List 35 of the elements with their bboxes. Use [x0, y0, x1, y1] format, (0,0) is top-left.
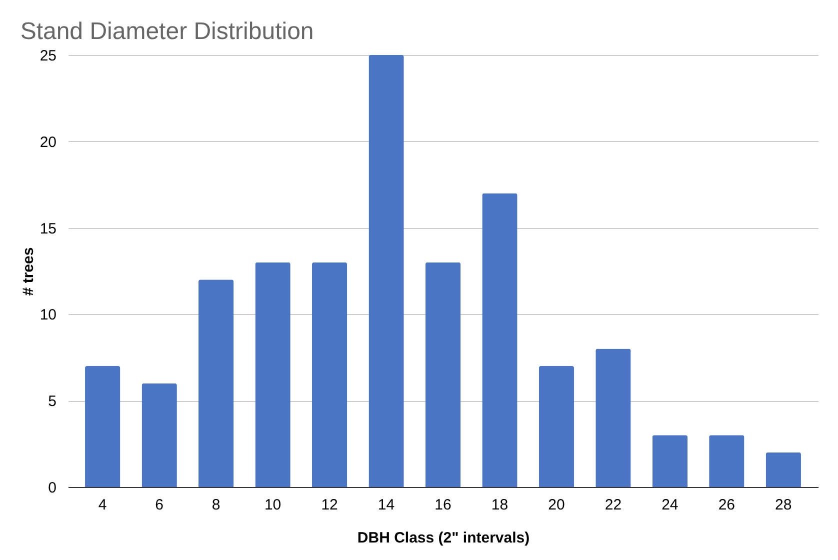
y-tick-label: 10: [40, 306, 56, 324]
y-axis-title: # trees: [20, 247, 37, 296]
y-tick-label: 15: [40, 220, 56, 238]
bar: [709, 435, 744, 487]
bar: [766, 452, 801, 487]
bar: [368, 55, 404, 487]
chart-title: Stand Diameter Distribution: [20, 18, 314, 45]
x-tick-label: 22: [604, 496, 622, 514]
bar: [482, 193, 518, 487]
x-tick-label: 6: [155, 496, 164, 514]
x-tick-label: 28: [775, 496, 792, 514]
x-tick-label: 10: [264, 496, 282, 514]
bar: [85, 366, 120, 487]
bar: [142, 383, 177, 487]
x-tick-label: 18: [491, 496, 508, 514]
x-tick-label: 14: [378, 496, 395, 514]
x-tick-label: 12: [321, 496, 338, 514]
bar: [312, 262, 348, 487]
bar: [425, 262, 461, 487]
y-tick-label: 5: [48, 393, 56, 410]
y-tick-label: 0: [48, 480, 56, 496]
bar: [198, 280, 234, 487]
x-tick-label: 24: [662, 496, 678, 514]
x-tick-label: 4: [98, 496, 107, 514]
x-tick-label: 8: [212, 496, 220, 514]
bar: [652, 435, 688, 487]
bar: [596, 348, 631, 487]
bar: [538, 366, 574, 487]
x-axis-title: DBH Class (2" intervals): [357, 530, 530, 546]
x-tick-label: 20: [548, 496, 565, 514]
x-tick-label: 26: [718, 496, 736, 514]
y-tick-label: 25: [40, 48, 56, 64]
x-tick-label: 16: [434, 496, 452, 514]
bar: [255, 262, 290, 487]
y-tick-label: 20: [40, 134, 56, 151]
